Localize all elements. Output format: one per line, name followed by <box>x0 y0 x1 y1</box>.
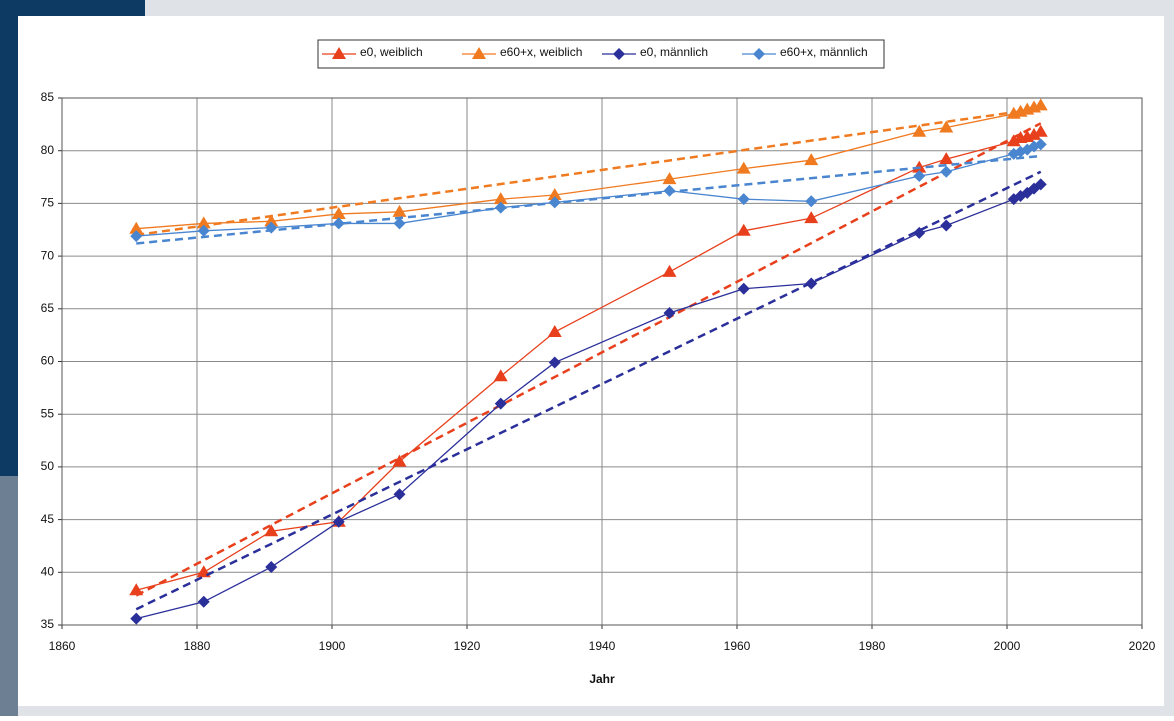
y-tick-label: 70 <box>41 248 55 262</box>
chart: Jahr 35 40 45 50 55 60 65 70 75 80 85 1860 1880 1900 1… <box>0 0 1174 716</box>
x-tick-label: 1920 <box>454 639 481 653</box>
x-tick-label: 2020 <box>1129 639 1156 653</box>
decor-bar <box>0 0 145 16</box>
x-tick-label: 1960 <box>724 639 751 653</box>
x-tick-label: 1880 <box>184 639 211 653</box>
y-tick-label: 40 <box>41 564 55 578</box>
x-axis-title: Jahr <box>589 672 615 686</box>
decor-image <box>0 476 18 716</box>
decor-strip <box>0 16 18 476</box>
page: Jahr 35 40 45 50 55 60 65 70 75 80 85 1860 1880 1900 1… <box>0 0 1174 721</box>
y-tick-label: 80 <box>41 143 55 157</box>
legend-label: e0, männlich <box>640 45 708 59</box>
legend-label: e60+x, männlich <box>780 45 868 59</box>
y-tick-label: 75 <box>41 196 55 210</box>
legend-label: e0, weiblich <box>360 45 423 59</box>
y-tick-label: 45 <box>41 512 55 526</box>
y-tick-label: 55 <box>41 406 55 420</box>
x-tick-label: 1900 <box>319 639 346 653</box>
y-tick-label: 50 <box>41 459 55 473</box>
y-tick-label: 65 <box>41 301 55 315</box>
y-tick-label: 60 <box>41 354 55 368</box>
x-tick-label: 1940 <box>589 639 616 653</box>
legend-label: e60+x, weiblich <box>500 45 582 59</box>
x-tick-label: 1980 <box>859 639 886 653</box>
x-tick-label: 1860 <box>49 639 76 653</box>
y-tick-label: 35 <box>41 617 55 631</box>
y-tick-label: 85 <box>41 90 55 104</box>
x-tick-label: 2000 <box>994 639 1021 653</box>
